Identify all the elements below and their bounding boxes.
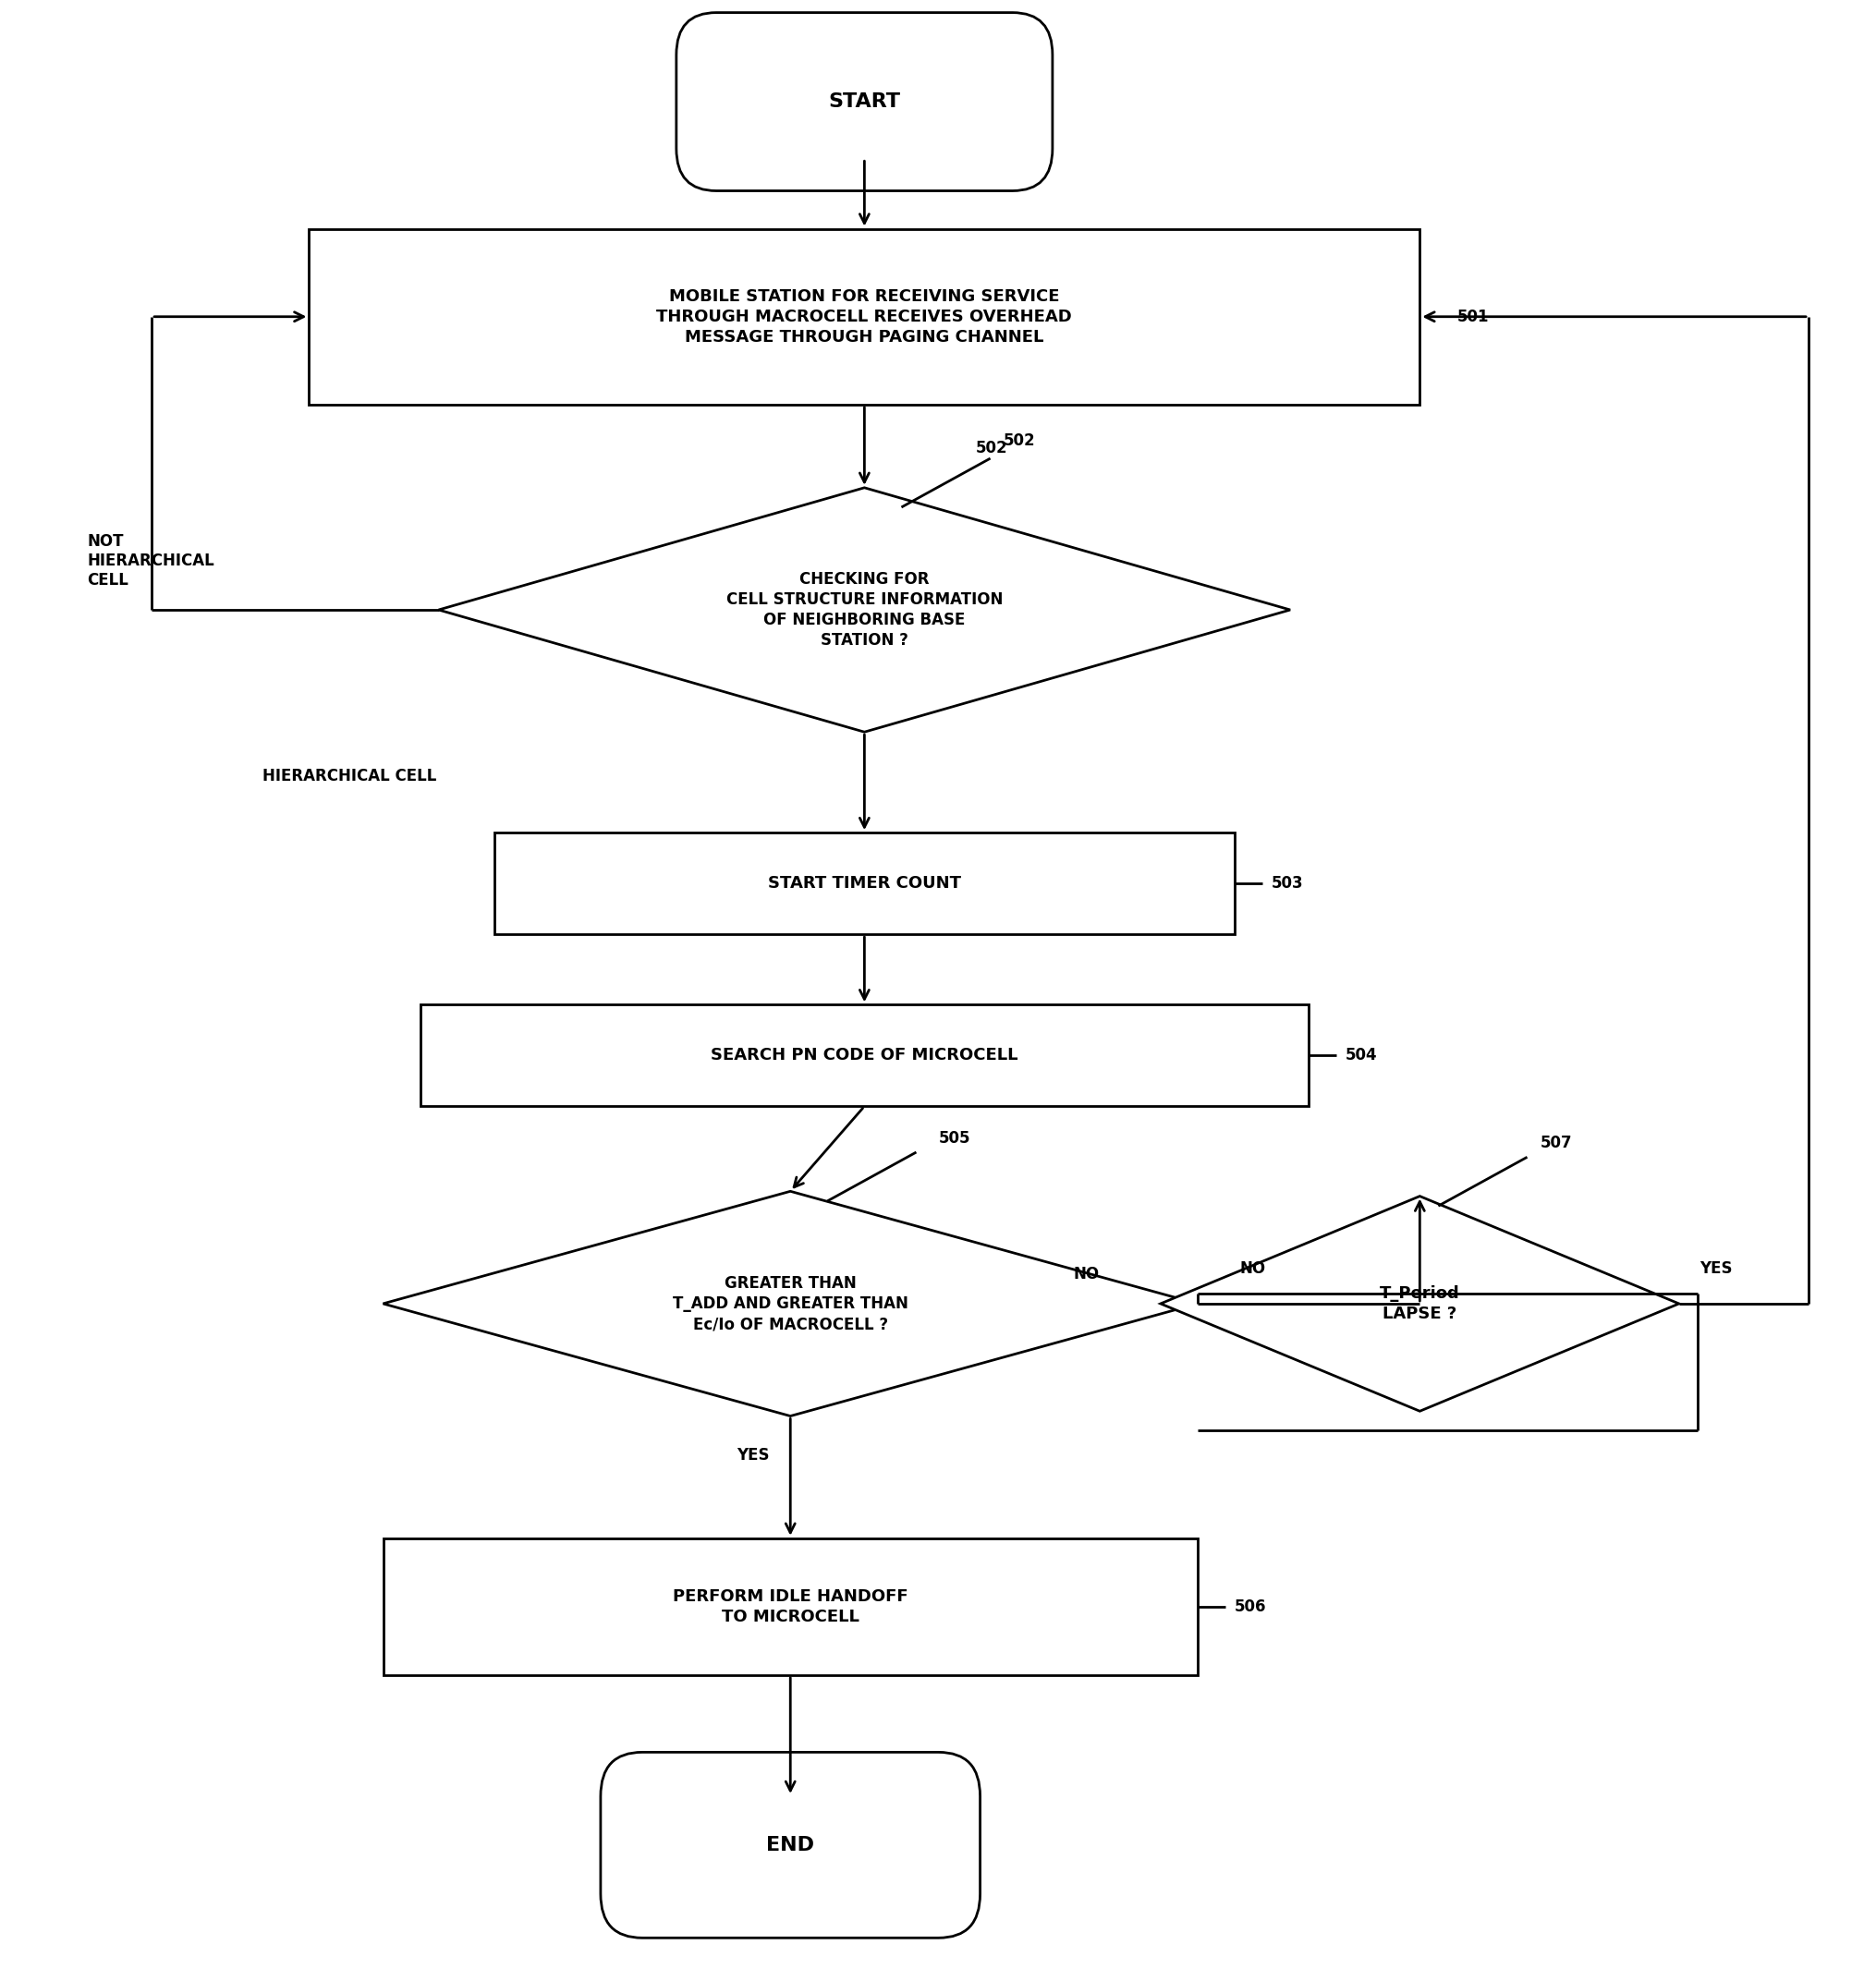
Text: SEARCH PN CODE OF MICROCELL: SEARCH PN CODE OF MICROCELL <box>711 1048 1017 1064</box>
Text: MOBILE STATION FOR RECEIVING SERVICE
THROUGH MACROCELL RECEIVES OVERHEAD
MESSAGE: MOBILE STATION FOR RECEIVING SERVICE THR… <box>657 287 1071 345</box>
Text: 502: 502 <box>976 440 1007 456</box>
Text: HIERARCHICAL CELL: HIERARCHICAL CELL <box>263 769 437 784</box>
Text: PERFORM IDLE HANDOFF
TO MICROCELL: PERFORM IDLE HANDOFF TO MICROCELL <box>672 1589 908 1624</box>
Bar <box>420 1004 1308 1105</box>
Text: T_Period
LAPSE ?: T_Period LAPSE ? <box>1379 1286 1460 1321</box>
FancyBboxPatch shape <box>600 1753 979 1937</box>
Text: 503: 503 <box>1272 876 1304 891</box>
Text: YES: YES <box>737 1446 769 1464</box>
Polygon shape <box>1159 1197 1679 1410</box>
Text: 504: 504 <box>1345 1048 1377 1064</box>
Text: NOT
HIERARCHICAL
CELL: NOT HIERARCHICAL CELL <box>86 533 214 588</box>
Text: 507: 507 <box>1540 1135 1572 1151</box>
Text: NO: NO <box>1073 1266 1099 1282</box>
Text: START: START <box>827 93 900 111</box>
Bar <box>310 228 1418 404</box>
Text: YES: YES <box>1700 1260 1732 1278</box>
Text: 501: 501 <box>1456 309 1488 325</box>
Bar <box>383 1537 1197 1676</box>
Text: 502: 502 <box>1004 432 1036 448</box>
Text: 506: 506 <box>1234 1599 1266 1615</box>
Text: END: END <box>765 1836 814 1854</box>
Text: NO: NO <box>1240 1260 1266 1278</box>
Text: 505: 505 <box>938 1129 970 1147</box>
Polygon shape <box>439 487 1289 733</box>
Text: START TIMER COUNT: START TIMER COUNT <box>767 876 961 891</box>
Polygon shape <box>383 1191 1197 1416</box>
Bar <box>493 832 1234 935</box>
Text: CHECKING FOR
CELL STRUCTURE INFORMATION
OF NEIGHBORING BASE
STATION ?: CHECKING FOR CELL STRUCTURE INFORMATION … <box>726 571 1002 650</box>
Text: GREATER THAN
T_ADD AND GREATER THAN
Ec/Io OF MACROCELL ?: GREATER THAN T_ADD AND GREATER THAN Ec/I… <box>672 1276 908 1333</box>
FancyBboxPatch shape <box>675 12 1052 190</box>
